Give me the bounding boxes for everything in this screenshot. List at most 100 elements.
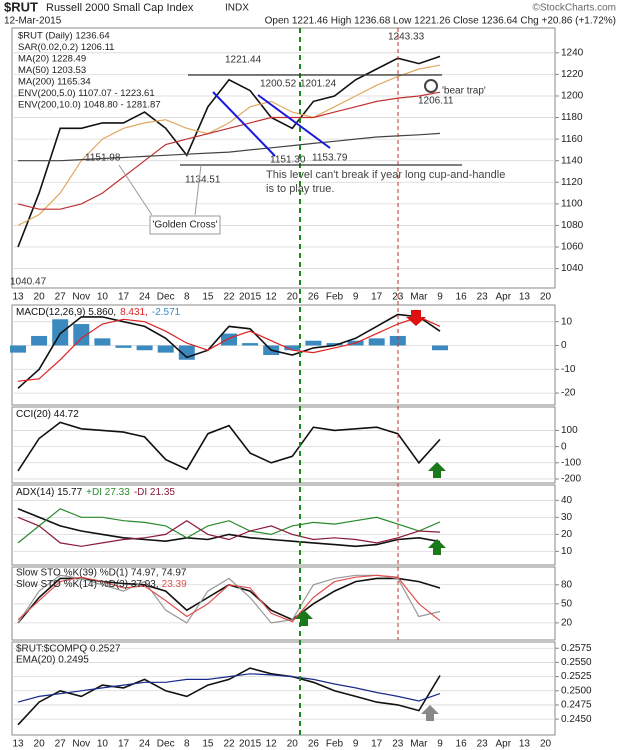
annotation: 1040.47: [10, 277, 47, 288]
legend-part: -DI 21.35: [134, 487, 176, 498]
legend-entry: MACD(12,26,9) 5.860, 8.431, -2.571: [16, 307, 181, 318]
y-tick-label: 0: [561, 340, 567, 351]
y-tick-label: 10: [561, 316, 573, 327]
x-tick-label: 20: [287, 292, 299, 303]
x-tick-label: 9: [353, 739, 359, 750]
legend-entry: ENV(200,10.0) 1048.80 - 1281.87: [18, 100, 161, 111]
series-line: [17, 64, 441, 226]
y-tick-label: 1120: [561, 177, 583, 188]
annotation: 1153.79: [312, 153, 348, 164]
y-tick-label: 1180: [561, 112, 583, 123]
panel-frame: [11, 304, 556, 406]
y-tick-label: 0.2450: [561, 714, 592, 725]
x-tick-label: 20: [34, 292, 46, 303]
x-tick-label: 27: [55, 292, 67, 303]
x-tick-label: 9: [437, 739, 443, 750]
series-line: [17, 667, 441, 726]
y-tick-label: 10: [561, 546, 573, 557]
series-line: [17, 421, 441, 472]
x-tick-label: 8: [184, 292, 190, 303]
annotation: 1151.30: [270, 155, 306, 166]
y-tick-label: 80: [561, 579, 573, 590]
annotation-box: This level can't break if year long cup-…: [266, 169, 505, 195]
x-tick-label: 20: [34, 739, 46, 750]
x-tick-label: 22: [223, 739, 235, 750]
x-tick-label: 13: [519, 292, 531, 303]
x-tick-label: 8: [184, 739, 190, 750]
y-tick-label: 0.2550: [561, 657, 592, 668]
credit: ©StockCharts.com: [532, 3, 616, 14]
x-tick-label: 12: [266, 739, 278, 750]
y-tick-label: 0.2500: [561, 685, 592, 696]
y-tick-label: 0.2475: [561, 700, 592, 711]
legend-entry: MA(200) 1165.34: [18, 77, 91, 88]
x-tick-label: 24: [139, 292, 151, 303]
x-tick-label: 17: [118, 292, 130, 303]
x-tick-label: 13: [519, 739, 531, 750]
trend-line: [212, 91, 276, 157]
series-line: [17, 574, 441, 623]
histogram-bar: [73, 324, 90, 346]
y-tick-label: 100: [561, 425, 578, 436]
series-line: [17, 313, 441, 389]
y-tick-label: -10: [561, 364, 576, 375]
panel-frame: [11, 27, 556, 289]
annotation: 1206.11: [418, 96, 454, 107]
y-tick-label: 40: [561, 495, 573, 506]
histogram-bar: [115, 345, 132, 348]
legend-part: CCI(20) 44.72: [16, 409, 79, 420]
x-tick-label: 26: [308, 292, 320, 303]
y-tick-label: 1100: [561, 198, 583, 209]
y-tick-label: 30: [561, 512, 573, 523]
callout-line: [194, 164, 202, 216]
x-tick-label: 20: [540, 739, 552, 750]
ticker: $RUT: [4, 0, 38, 14]
legend-entry: CCI(20) 44.72: [16, 409, 79, 420]
exchange: INDX: [225, 3, 249, 14]
series-line: [17, 316, 441, 382]
trend-line: [257, 94, 331, 149]
legend-part: ADX(14) 15.77: [16, 487, 83, 498]
annotation: 1151.98: [85, 153, 121, 164]
histogram-bar: [305, 340, 322, 346]
y-tick-label: 0: [561, 441, 567, 452]
x-tick-label: 17: [118, 739, 130, 750]
y-tick-label: 1060: [561, 242, 584, 253]
series-line: [18, 132, 441, 162]
x-tick-label: 27: [55, 739, 67, 750]
x-tick-label: 23: [477, 739, 489, 750]
annotation: 1200.52: [260, 79, 297, 90]
date: 12-Mar-2015: [4, 16, 62, 27]
legend-entry: SAR(0.02,0.2) 1206.11: [18, 42, 114, 53]
x-tick-label: 12: [266, 292, 278, 303]
legend-entry: MA(50) 1203.53: [18, 65, 86, 76]
x-tick-label: Nov: [72, 739, 90, 750]
x-tick-label: Feb: [326, 292, 344, 303]
arrow: [295, 610, 313, 626]
x-tick-label: Apr: [496, 739, 512, 750]
histogram-bar: [157, 345, 174, 353]
legend-part: Slow STO %K(14) %D(3) 37.93,: [16, 579, 159, 590]
y-tick-label: -20: [561, 388, 576, 399]
x-tick-label: 13: [12, 739, 24, 750]
histogram-bar: [389, 335, 406, 346]
series-line: [17, 673, 441, 703]
annotation: 1201.24: [300, 79, 337, 90]
y-tick-label: 20: [561, 529, 573, 540]
y-tick-label: 0.2575: [561, 643, 592, 654]
y-tick-label: 1140: [561, 155, 583, 166]
x-tick-label: 13: [12, 292, 24, 303]
y-tick-label: 50: [561, 598, 573, 609]
x-tick-label: Dec: [157, 292, 175, 303]
series-line: [17, 508, 441, 548]
legend-entry: ENV(200,5.0) 1107.07 - 1223.61: [18, 88, 155, 99]
y-tick-label: -100: [561, 457, 581, 468]
legend-entry: Slow STO %K(39) %D(1) 74.97, 74.97: [16, 568, 187, 579]
histogram-bar: [242, 343, 259, 346]
x-tick-label: Nov: [72, 292, 90, 303]
x-tick-label: 16: [456, 739, 468, 750]
series-line: [17, 516, 441, 547]
legend-entry: $RUT (Daily) 1236.64: [18, 31, 110, 42]
panel-frame: [11, 484, 556, 566]
x-tick-label: 24: [139, 739, 151, 750]
